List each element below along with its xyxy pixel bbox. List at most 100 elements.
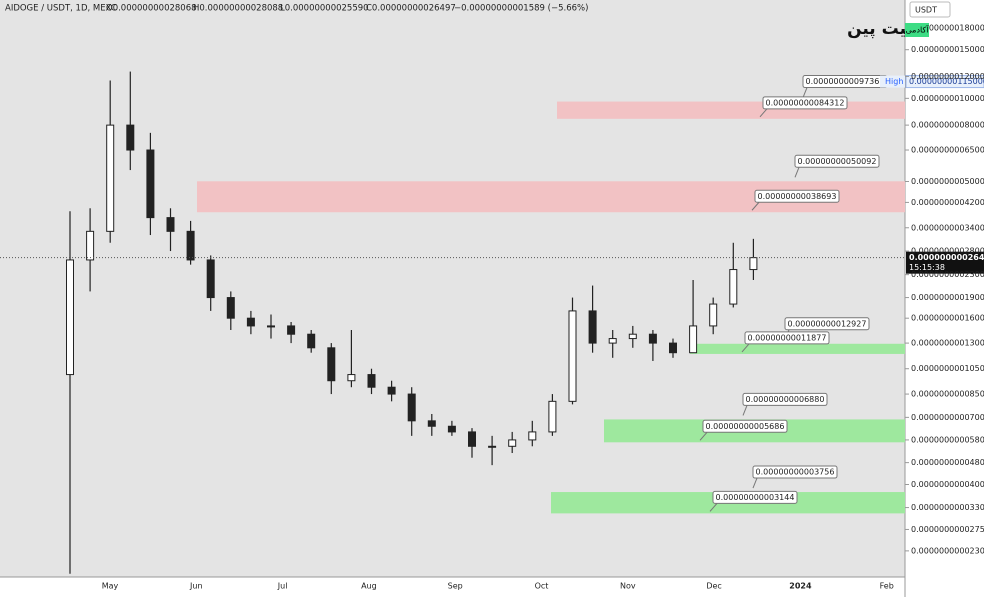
callout-label: 0.00000000006880 — [746, 395, 825, 404]
y-tick-label: 0.00000000016000 — [911, 314, 984, 323]
callout-box — [794, 154, 880, 168]
candle-body — [166, 217, 175, 232]
price-box — [906, 251, 984, 274]
candle-body — [669, 342, 677, 354]
callout-line — [709, 503, 718, 512]
callout-box — [752, 465, 838, 479]
candle-body — [267, 325, 275, 328]
candle-body — [106, 124, 115, 232]
callout-label: 0.00000000097363 — [806, 77, 885, 86]
callout-box — [754, 189, 840, 203]
candle-body — [246, 317, 255, 327]
callout-label: 0.00000000003144 — [716, 493, 795, 502]
y-tick-label: 0.00000000034000 — [911, 223, 984, 232]
time-axis-bg — [0, 577, 905, 597]
y-tick-label: 0.00000000005800 — [911, 435, 984, 444]
high-name-box — [880, 75, 905, 88]
watermark: بیت پین — [847, 19, 913, 39]
watermark-badge: آکادمی — [906, 25, 930, 35]
candle-body — [347, 374, 356, 382]
badge-bg — [905, 23, 929, 37]
callout-line — [752, 477, 758, 489]
high-box — [905, 75, 984, 89]
y-tick-label: 0.00000000065000 — [911, 146, 984, 155]
candle-body — [387, 386, 396, 395]
candle-body — [648, 333, 657, 344]
x-tick-label: Sep — [448, 582, 463, 591]
x-tick-label: Jun — [189, 582, 203, 591]
high-label: 0.00000000115000 — [909, 77, 984, 86]
candle-body — [709, 303, 718, 327]
candle-body — [729, 269, 738, 305]
y-tick-label: 0.00000000150000 — [911, 45, 984, 54]
candle-body — [86, 230, 95, 261]
y-tick-label: 0.00000000002750 — [911, 525, 984, 534]
y-tick-label: 0.00000000002300 — [911, 546, 984, 555]
y-tick-label: 0.00000000180000 — [911, 23, 984, 32]
callout-label: 0.00000000005686 — [706, 422, 785, 431]
candle-body — [468, 431, 476, 447]
change: −0.00000000001589 (−5.66%) — [454, 4, 588, 14]
candle-body — [528, 431, 537, 441]
callout-box — [702, 419, 788, 433]
x-tick-label: Aug — [361, 582, 377, 591]
candle-body — [146, 149, 155, 219]
candle-body — [226, 297, 235, 319]
callout-line — [759, 108, 768, 118]
callout-line — [751, 201, 760, 211]
candle-body — [287, 325, 296, 335]
candle-body — [206, 259, 215, 299]
candle-body — [327, 347, 336, 382]
x-tick-label: Dec — [706, 582, 721, 591]
callout-line — [802, 87, 808, 98]
candle-body — [367, 374, 376, 388]
candle-body — [407, 393, 416, 422]
ohlc-close: C0.00000000026497 — [366, 4, 456, 14]
currency: USDT — [915, 6, 937, 15]
currency-box — [909, 1, 951, 18]
callout-box — [712, 490, 798, 504]
x-tick-label: Nov — [620, 582, 636, 591]
y-tick-label: 0.00000000023000 — [911, 270, 984, 279]
y-tick-label: 0.00000000004800 — [911, 458, 984, 467]
x-tick-label: Jul — [277, 582, 288, 591]
callout-box — [784, 317, 870, 331]
candle-body — [66, 259, 74, 376]
y-tick-label: 0.00000000003300 — [911, 503, 984, 512]
callout-box — [744, 331, 830, 345]
y-tick-label: 0.00000000010500 — [911, 364, 984, 373]
ohlc-open: O0.00000000028068 — [106, 4, 197, 14]
x-tick-label: Feb — [880, 582, 894, 591]
candle-body — [628, 333, 637, 340]
candle-body — [508, 439, 517, 447]
candle-body — [608, 338, 617, 344]
y-tick-label: 0.00000000028000 — [911, 247, 984, 256]
candle-body — [749, 257, 758, 271]
candle-body — [186, 230, 195, 261]
y-tick-label: 0.00000000042000 — [911, 198, 984, 207]
callout-box — [762, 96, 848, 110]
candle-body — [447, 425, 456, 433]
ohlc-high: H0.00000000028088 — [193, 4, 283, 14]
callout-label: 0.00000000084312 — [766, 98, 845, 107]
callout-label: 0.00000000011877 — [748, 333, 827, 342]
callout-label: 0.00000000012927 — [788, 319, 867, 328]
ohlc-low: L0.00000000025590 — [280, 4, 369, 14]
x-tick-label: Oct — [535, 582, 549, 591]
x-tick-label: 2024 — [789, 582, 812, 591]
callout-line — [794, 167, 800, 178]
price-label: 0.00000000026497 — [909, 253, 984, 262]
y-tick-label: 0.00000000007000 — [911, 413, 984, 422]
candle-body — [689, 325, 698, 354]
callout-line — [741, 343, 750, 353]
y-tick-label: 0.00000000008500 — [911, 390, 984, 399]
y-tick-label: 0.00000000050000 — [911, 177, 984, 186]
callout-line — [742, 405, 748, 416]
y-tick-label: 0.00000000013000 — [911, 339, 984, 348]
candle-body — [488, 445, 497, 448]
candle-body — [126, 124, 135, 151]
y-tick-label: 0.00000000080000 — [911, 121, 984, 130]
candle-body — [588, 310, 597, 344]
